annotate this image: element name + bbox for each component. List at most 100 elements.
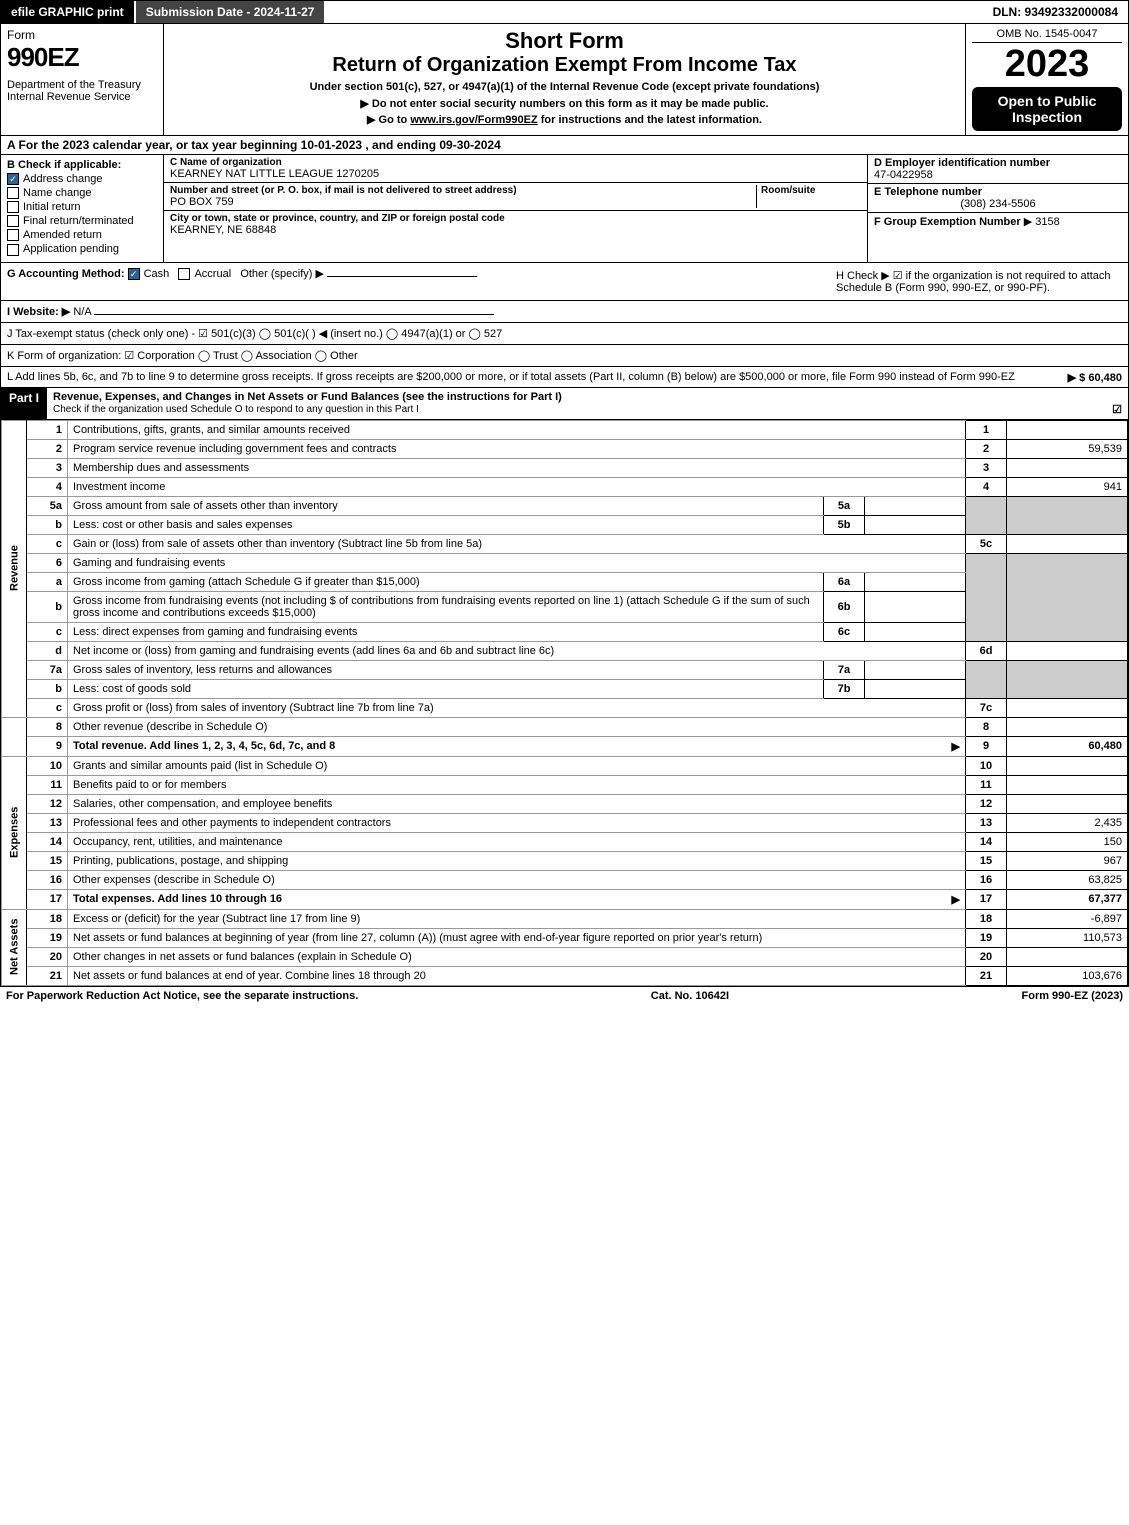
org-name: KEARNEY NAT LITTLE LEAGUE 1270205 xyxy=(170,168,861,180)
accounting-accrual: Accrual xyxy=(194,268,231,280)
table-row: 13 Professional fees and other payments … xyxy=(2,813,1128,832)
table-row: 3 Membership dues and assessments 3 xyxy=(2,458,1128,477)
city-label: City or town, state or province, country… xyxy=(170,213,861,224)
table-row: 20 Other changes in net assets or fund b… xyxy=(2,947,1128,966)
table-row: Net Assets 18 Excess or (deficit) for th… xyxy=(2,909,1128,928)
footer-paperwork: For Paperwork Reduction Act Notice, see … xyxy=(6,990,358,1002)
section-c-org-info: C Name of organization KEARNEY NAT LITTL… xyxy=(164,155,867,262)
section-b-title: B Check if applicable: xyxy=(7,159,157,171)
line-g-accounting: H Check ▶ ☑ if the organization is not r… xyxy=(1,263,1128,301)
table-row: 21 Net assets or fund balances at end of… xyxy=(2,966,1128,985)
line-desc: Contributions, gifts, grants, and simila… xyxy=(68,420,966,439)
tax-year: 2023 xyxy=(972,45,1122,83)
side-label-revenue: Revenue xyxy=(2,420,27,717)
table-row: 7a Gross sales of inventory, less return… xyxy=(2,660,1128,679)
org-name-label: C Name of organization xyxy=(170,157,861,168)
table-row: b Less: cost or other basis and sales ex… xyxy=(2,515,1128,534)
checkbox-empty-icon xyxy=(7,187,19,199)
line-value xyxy=(1007,420,1128,439)
table-row: 8 Other revenue (describe in Schedule O)… xyxy=(2,717,1128,736)
part1-header-row: Part I Revenue, Expenses, and Changes in… xyxy=(1,388,1128,420)
line-value: 63,825 xyxy=(1007,870,1128,889)
phone-value: (308) 234-5506 xyxy=(874,198,1122,210)
line-num: 1 xyxy=(27,420,68,439)
table-row: 4 Investment income 4 941 xyxy=(2,477,1128,496)
efile-print-button[interactable]: efile GRAPHIC print xyxy=(1,1,136,23)
irs-link[interactable]: www.irs.gov/Form990EZ xyxy=(410,114,537,126)
footer-cat-no: Cat. No. 10642I xyxy=(651,990,729,1002)
chk-amended-return[interactable]: Amended return xyxy=(7,229,157,241)
line-i-website: I Website: ▶ N/A xyxy=(1,301,1128,323)
line-value: -6,897 xyxy=(1007,909,1128,928)
line-h-schedule-b: H Check ▶ ☑ if the organization is not r… xyxy=(830,267,1122,296)
table-row: 9 Total revenue. Add lines 1, 2, 3, 4, 5… xyxy=(2,736,1128,756)
checkbox-empty-icon xyxy=(7,229,19,241)
dln-label: DLN: 93492332000084 xyxy=(983,1,1128,23)
chk-application-pending[interactable]: Application pending xyxy=(7,243,157,255)
line-l-amount: ▶ $ 60,480 xyxy=(1068,371,1122,384)
checkbox-empty-icon xyxy=(178,268,190,280)
checkbox-empty-icon xyxy=(7,244,19,256)
line-value: 59,539 xyxy=(1007,439,1128,458)
table-row: b Gross income from fundraising events (… xyxy=(2,591,1128,622)
part1-badge: Part I xyxy=(1,388,47,419)
total-expenses-label: Total expenses. Add lines 10 through 16 xyxy=(73,893,282,905)
table-row: 15 Printing, publications, postage, and … xyxy=(2,851,1128,870)
table-row: b Less: cost of goods sold 7b xyxy=(2,679,1128,698)
chk-address-change[interactable]: ✓Address change xyxy=(7,173,157,185)
accounting-cash: Cash xyxy=(144,268,170,280)
table-row: 19 Net assets or fund balances at beginn… xyxy=(2,928,1128,947)
line-k-form-org: K Form of organization: ☑ Corporation ◯ … xyxy=(1,345,1128,367)
website-label: I Website: ▶ xyxy=(7,306,70,318)
section-b-checkboxes: B Check if applicable: ✓Address change N… xyxy=(1,155,164,262)
chk-initial-return[interactable]: Initial return xyxy=(7,201,157,213)
line-value: 110,573 xyxy=(1007,928,1128,947)
table-row: a Gross income from gaming (attach Sched… xyxy=(2,572,1128,591)
under-section: Under section 501(c), 527, or 4947(a)(1)… xyxy=(170,81,959,93)
line-value: 941 xyxy=(1007,477,1128,496)
table-row: Expenses 10 Grants and similar amounts p… xyxy=(2,756,1128,775)
part1-table: Revenue 1 Contributions, gifts, grants, … xyxy=(1,420,1128,986)
street-label: Number and street (or P. O. box, if mail… xyxy=(170,185,756,196)
part1-check-o-checkbox: ☑ xyxy=(1112,403,1122,416)
table-row: d Net income or (loss) from gaming and f… xyxy=(2,641,1128,660)
room-label: Room/suite xyxy=(761,185,861,196)
instruction-link: ▶ Go to www.irs.gov/Form990EZ for instru… xyxy=(170,113,959,126)
form-header: Form 990EZ Department of the Treasury In… xyxy=(1,24,1128,136)
line-value: 967 xyxy=(1007,851,1128,870)
omb-number: OMB No. 1545-0047 xyxy=(972,28,1122,43)
line-value: 103,676 xyxy=(1007,966,1128,985)
total-expenses-value: 67,377 xyxy=(1007,889,1128,909)
table-row: c Less: direct expenses from gaming and … xyxy=(2,622,1128,641)
checkbox-empty-icon xyxy=(7,215,19,227)
group-exemption-number: ▶ 3158 xyxy=(1024,216,1060,228)
checkbox-empty-icon xyxy=(7,201,19,213)
table-row: 17 Total expenses. Add lines 10 through … xyxy=(2,889,1128,909)
city-value: KEARNEY, NE 68848 xyxy=(170,224,861,236)
instruction-ssn: ▶ Do not enter social security numbers o… xyxy=(170,97,959,110)
accounting-other: Other (specify) ▶ xyxy=(240,268,324,280)
website-value: N/A xyxy=(73,306,91,318)
table-row: c Gross profit or (loss) from sales of i… xyxy=(2,698,1128,717)
form-label: Form xyxy=(7,28,157,42)
main-title: Return of Organization Exempt From Incom… xyxy=(170,54,959,77)
table-row: 2 Program service revenue including gove… xyxy=(2,439,1128,458)
chk-name-change[interactable]: Name change xyxy=(7,187,157,199)
form-number: 990EZ xyxy=(7,42,157,73)
part1-title: Revenue, Expenses, and Changes in Net As… xyxy=(53,391,562,403)
street-value: PO BOX 759 xyxy=(170,196,756,208)
short-form-title: Short Form xyxy=(170,28,959,54)
line-l-gross-receipts: L Add lines 5b, 6c, and 7b to line 9 to … xyxy=(1,367,1128,388)
section-de: D Employer identification number 47-0422… xyxy=(867,155,1128,262)
table-row: Revenue 1 Contributions, gifts, grants, … xyxy=(2,420,1128,439)
page-footer: For Paperwork Reduction Act Notice, see … xyxy=(0,987,1129,1005)
table-row: 11 Benefits paid to or for members 11 xyxy=(2,775,1128,794)
part1-check-o-text: Check if the organization used Schedule … xyxy=(53,404,419,415)
chk-final-return[interactable]: Final return/terminated xyxy=(7,215,157,227)
line-rt-num: 1 xyxy=(966,420,1007,439)
open-to-public-badge: Open to Public Inspection xyxy=(972,87,1122,131)
table-row: c Gain or (loss) from sale of assets oth… xyxy=(2,534,1128,553)
phone-label: E Telephone number xyxy=(874,186,1122,198)
line-a-tax-year: A For the 2023 calendar year, or tax yea… xyxy=(1,136,1128,155)
side-label-expenses: Expenses xyxy=(2,756,27,909)
